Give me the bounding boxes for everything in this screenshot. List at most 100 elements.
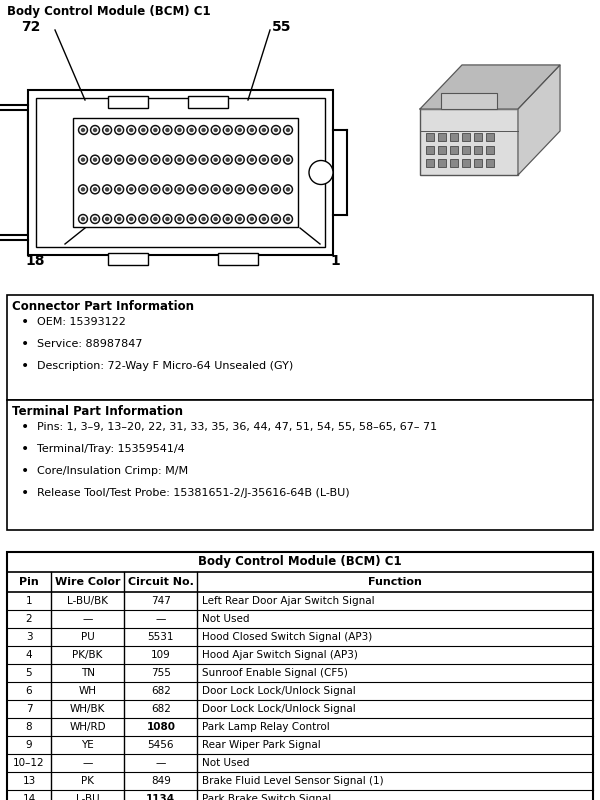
Circle shape [247, 126, 256, 134]
Circle shape [287, 129, 290, 131]
Circle shape [285, 127, 291, 133]
Circle shape [175, 214, 184, 223]
Text: WH: WH [79, 686, 97, 696]
Circle shape [163, 155, 172, 164]
Bar [474, 133, 482, 141]
Circle shape [82, 188, 85, 191]
Text: 5: 5 [26, 668, 32, 678]
Circle shape [211, 214, 220, 223]
Circle shape [80, 216, 86, 222]
Circle shape [226, 158, 229, 161]
Circle shape [115, 185, 124, 194]
Circle shape [238, 129, 241, 131]
Circle shape [128, 186, 134, 192]
Circle shape [237, 186, 243, 192]
Circle shape [188, 216, 194, 222]
Circle shape [164, 157, 170, 162]
Circle shape [151, 214, 160, 223]
Circle shape [211, 155, 220, 164]
Text: 8: 8 [26, 722, 32, 732]
Text: Core/Insulation Crimp: M/M: Core/Insulation Crimp: M/M [37, 466, 188, 476]
Bar [486, 133, 494, 141]
Circle shape [273, 186, 279, 192]
Circle shape [178, 158, 181, 161]
Circle shape [259, 214, 268, 223]
Text: Park Lamp Relay Control: Park Lamp Relay Control [202, 722, 330, 732]
Circle shape [249, 186, 255, 192]
Circle shape [80, 127, 86, 133]
Circle shape [139, 155, 148, 164]
Circle shape [130, 188, 133, 191]
Bar [486, 159, 494, 167]
Circle shape [259, 126, 268, 134]
Text: •: • [21, 486, 29, 500]
Circle shape [91, 185, 100, 194]
Circle shape [271, 185, 280, 194]
Circle shape [285, 186, 291, 192]
Text: Description: 72-Way F Micro-64 Unsealed (GY): Description: 72-Way F Micro-64 Unsealed … [37, 361, 293, 371]
Circle shape [139, 185, 148, 194]
Polygon shape [518, 65, 560, 175]
Circle shape [103, 185, 112, 194]
Text: 109: 109 [151, 650, 170, 660]
Circle shape [164, 186, 170, 192]
Circle shape [152, 186, 158, 192]
Circle shape [202, 129, 205, 131]
Circle shape [166, 188, 169, 191]
Circle shape [128, 127, 134, 133]
Circle shape [188, 127, 194, 133]
Text: PK: PK [81, 776, 94, 786]
Circle shape [127, 185, 136, 194]
Circle shape [116, 127, 122, 133]
Circle shape [92, 216, 98, 222]
Bar [441, 93, 497, 109]
Text: •: • [21, 337, 29, 351]
Bar [7, 552, 593, 800]
Bar [108, 96, 148, 108]
Circle shape [104, 216, 110, 222]
Circle shape [273, 216, 279, 222]
Circle shape [200, 216, 206, 222]
Circle shape [151, 126, 160, 134]
Circle shape [103, 214, 112, 223]
Circle shape [116, 216, 122, 222]
Circle shape [287, 218, 290, 221]
Circle shape [249, 157, 255, 162]
Circle shape [91, 126, 100, 134]
Bar [108, 253, 148, 265]
Text: 4: 4 [26, 650, 32, 660]
Circle shape [226, 218, 229, 221]
Text: Not Used: Not Used [202, 758, 250, 768]
Text: —: — [82, 614, 93, 624]
Circle shape [139, 126, 148, 134]
Circle shape [176, 186, 182, 192]
Text: Hood Closed Switch Signal (AP3): Hood Closed Switch Signal (AP3) [202, 632, 373, 642]
Bar [438, 146, 446, 154]
Circle shape [274, 158, 277, 161]
Circle shape [82, 158, 85, 161]
Circle shape [284, 185, 293, 194]
Text: Body Control Module (BCM) C1: Body Control Module (BCM) C1 [7, 5, 211, 18]
Bar [0, 110, 28, 235]
Circle shape [118, 188, 121, 191]
Bar [450, 159, 458, 167]
Text: 13: 13 [22, 776, 35, 786]
Circle shape [142, 188, 145, 191]
Text: 72: 72 [20, 20, 40, 34]
Circle shape [92, 186, 98, 192]
Circle shape [164, 216, 170, 222]
Circle shape [115, 126, 124, 134]
Circle shape [142, 218, 145, 221]
Bar [218, 253, 258, 265]
Circle shape [166, 158, 169, 161]
Circle shape [163, 214, 172, 223]
Circle shape [262, 218, 265, 221]
Circle shape [238, 188, 241, 191]
Bar [450, 133, 458, 141]
Text: WH/RD: WH/RD [69, 722, 106, 732]
Text: 7: 7 [26, 704, 32, 714]
Circle shape [247, 155, 256, 164]
Text: Door Lock Lock/Unlock Signal: Door Lock Lock/Unlock Signal [202, 686, 356, 696]
Text: 9: 9 [26, 740, 32, 750]
Text: —: — [82, 758, 93, 768]
